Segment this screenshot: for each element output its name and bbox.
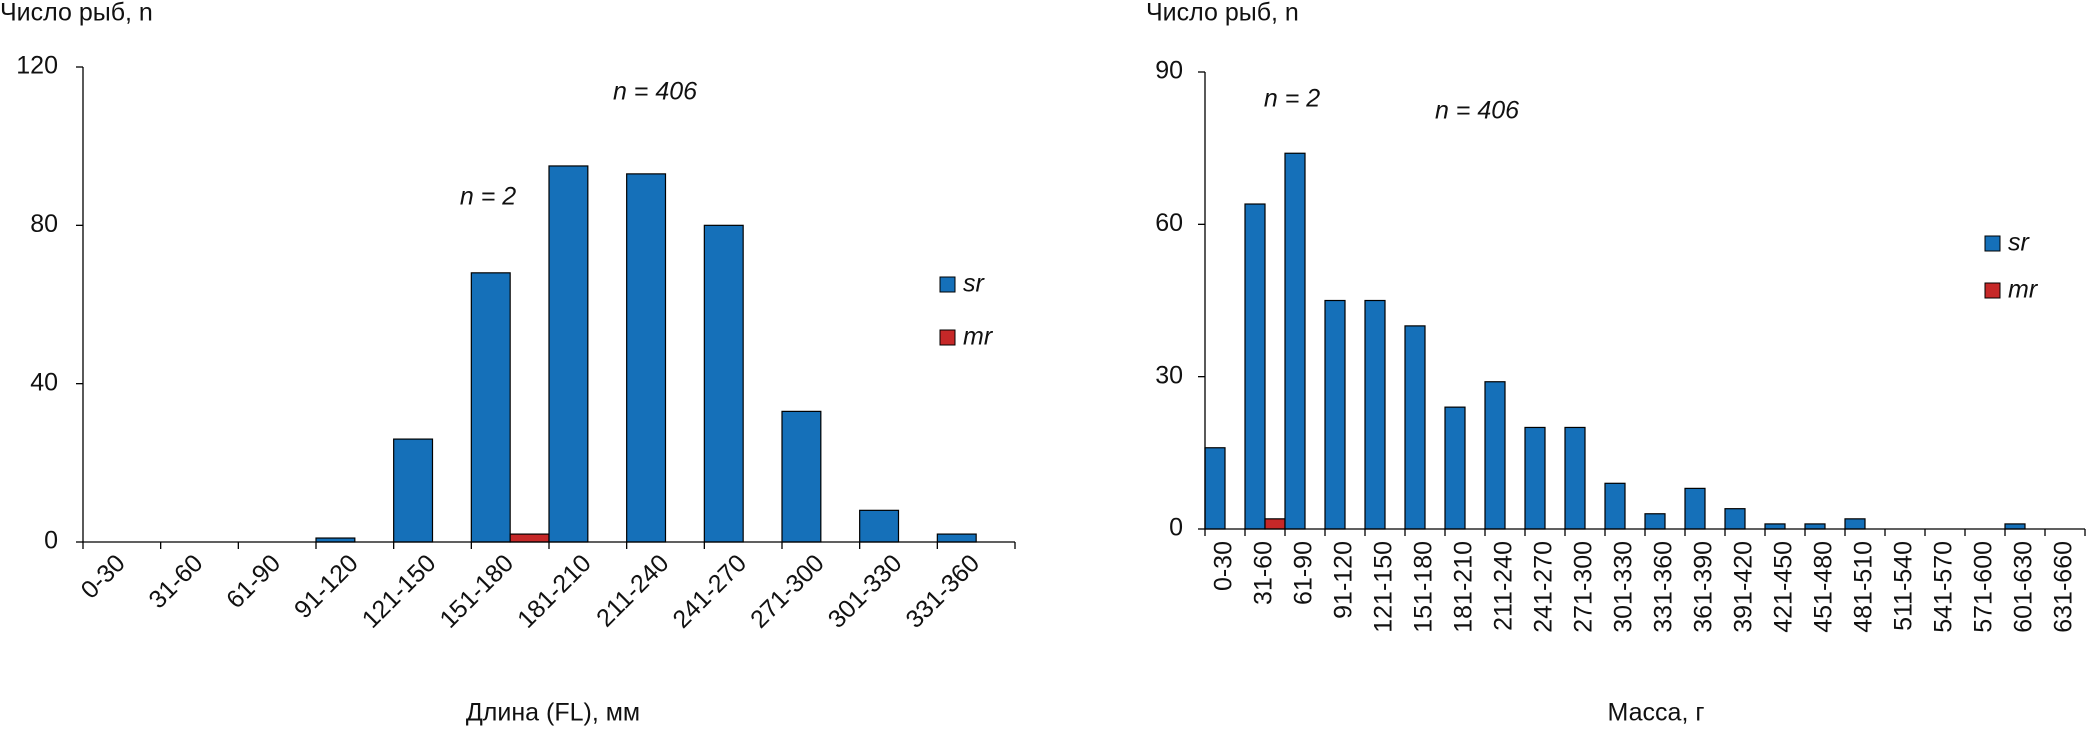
bar (859, 509, 900, 543)
x-tick-label: 301-330 (1610, 541, 1638, 633)
x-tick-label: 211-240 (1490, 541, 1518, 631)
x-tick-label: 271-300 (1570, 541, 1598, 633)
legend-swatch (1984, 282, 2001, 299)
legend-swatch (939, 329, 956, 346)
x-tick-label: 241-270 (1530, 541, 1558, 633)
y-tick-label: 40 (30, 368, 58, 396)
bar (781, 410, 822, 543)
bar (393, 438, 434, 543)
bar (936, 533, 977, 543)
bar (1364, 299, 1386, 530)
x-tick-label: 31-60 (143, 549, 208, 614)
x-tick-label: 31-60 (1250, 541, 1278, 605)
annotation: n = 2 (1264, 85, 1320, 113)
annotation: n = 2 (460, 183, 516, 211)
bar (1724, 508, 1746, 530)
x-tick-label: 331-360 (900, 549, 985, 634)
annotation: n = 406 (613, 78, 697, 106)
x-axis-title: Масса, г (1608, 699, 1705, 727)
x-tick-label: 511-540 (1890, 541, 1918, 631)
x-tick-label: 571-600 (1970, 541, 1998, 633)
x-tick-label: 91-120 (289, 549, 364, 624)
bar (703, 224, 744, 543)
bar (626, 173, 667, 543)
y-tick-label: 0 (44, 527, 58, 555)
y-tick-label: 90 (1155, 57, 1183, 85)
bar (1484, 381, 1506, 530)
x-tick-label: 181-210 (512, 549, 597, 634)
x-tick-label: 121-150 (357, 549, 442, 634)
x-tick-label: 361-390 (1690, 541, 1718, 633)
bar (1244, 203, 1266, 530)
x-tick-label: 301-330 (823, 549, 908, 634)
x-tick-label: 61-90 (221, 549, 286, 614)
x-tick-label: 481-510 (1850, 541, 1878, 633)
bar (1644, 513, 1666, 530)
x-tick-label: 91-120 (1330, 541, 1358, 619)
x-tick-label: 0-30 (1210, 541, 1238, 591)
x-tick-label: 391-420 (1730, 541, 1758, 633)
bar (1324, 299, 1346, 530)
x-tick-label: 0-30 (76, 549, 131, 604)
bar (1524, 426, 1546, 530)
x-tick-label: 451-480 (1810, 541, 1838, 633)
x-tick-label: 61-90 (1290, 541, 1318, 605)
legend-label: sr (2008, 229, 2031, 257)
y-tick-label: 80 (30, 210, 58, 238)
y-axis-title: Число рыб, n (0, 0, 153, 27)
bar (1264, 518, 1286, 530)
annotation: n = 406 (1435, 97, 1519, 125)
y-tick-label: 60 (1155, 209, 1183, 237)
bar (1284, 152, 1306, 530)
bar (1444, 406, 1466, 530)
x-tick-label: 121-150 (1370, 541, 1398, 633)
x-tick-label: 601-630 (2010, 541, 2038, 633)
bar (1844, 518, 1866, 530)
x-tick-label: 541-570 (1930, 541, 1958, 633)
bar (509, 533, 550, 543)
bar (1204, 447, 1226, 530)
bar (470, 272, 511, 543)
x-tick-label: 331-360 (1650, 541, 1678, 633)
bar (1604, 482, 1626, 530)
legend-label: sr (963, 270, 986, 298)
bar (1404, 325, 1426, 530)
x-tick-label: 151-180 (434, 549, 519, 634)
legend-label: mr (2008, 276, 2039, 304)
legend-swatch (1984, 235, 2001, 252)
bar (1564, 426, 1586, 530)
bar (1804, 523, 1826, 530)
x-tick-label: 181-210 (1450, 541, 1478, 633)
y-tick-label: 120 (16, 52, 58, 80)
bar (548, 165, 589, 543)
bar (1684, 487, 1706, 530)
x-tick-label: 241-270 (667, 549, 752, 634)
legend-swatch (939, 276, 956, 293)
y-tick-label: 0 (1169, 514, 1183, 542)
legend-label: mr (963, 323, 994, 351)
x-tick-label: 631-660 (2050, 541, 2078, 633)
bar (2004, 523, 2026, 530)
x-tick-label: 271-300 (745, 549, 830, 634)
x-tick-label: 211-240 (591, 549, 674, 632)
y-tick-label: 30 (1155, 361, 1183, 389)
x-axis-title: Длина (FL), мм (466, 699, 640, 727)
x-tick-label: 421-450 (1770, 541, 1798, 633)
x-tick-label: 151-180 (1410, 541, 1438, 633)
y-axis-title: Число рыб, n (1146, 0, 1299, 27)
bar (1764, 523, 1786, 530)
